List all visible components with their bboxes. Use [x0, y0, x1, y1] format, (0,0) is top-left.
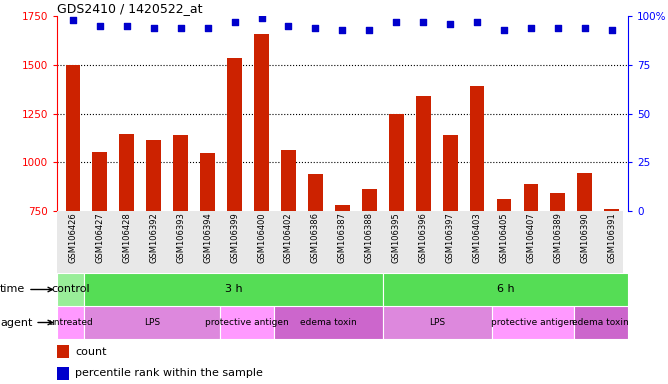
Point: [176, 25, 186, 31]
Bar: [200, 154, 215, 211]
Text: GSM106393: GSM106393: [176, 212, 185, 263]
Text: untreated: untreated: [48, 318, 93, 327]
Point: [498, 26, 509, 33]
Bar: [65, 65, 80, 211]
Text: GSM106403: GSM106403: [472, 212, 482, 263]
Text: GSM106426: GSM106426: [68, 212, 77, 263]
Point: [229, 19, 240, 25]
Bar: [496, 199, 512, 211]
Bar: [389, 114, 403, 211]
Point: [122, 23, 132, 29]
Text: LPS: LPS: [144, 318, 160, 327]
Bar: [220, 306, 275, 339]
Text: edema toxin: edema toxin: [301, 318, 357, 327]
Text: LPS: LPS: [430, 318, 446, 327]
Point: [552, 25, 563, 31]
Point: [67, 17, 78, 23]
Text: GSM106387: GSM106387: [338, 212, 347, 263]
Point: [445, 21, 456, 27]
Text: edema toxin: edema toxin: [572, 318, 629, 327]
Text: GSM106391: GSM106391: [607, 212, 617, 263]
Bar: [84, 273, 383, 306]
Point: [364, 26, 375, 33]
Bar: [443, 135, 458, 211]
Text: GSM106396: GSM106396: [419, 212, 428, 263]
Point: [95, 23, 106, 29]
Text: GSM106390: GSM106390: [580, 212, 589, 263]
Text: GSM106428: GSM106428: [122, 212, 132, 263]
Text: control: control: [51, 285, 90, 295]
Text: GSM106388: GSM106388: [365, 212, 374, 263]
Bar: [335, 205, 350, 211]
Text: count: count: [75, 347, 107, 357]
Bar: [57, 306, 84, 339]
Bar: [173, 135, 188, 211]
Text: GDS2410 / 1420522_at: GDS2410 / 1420522_at: [57, 2, 202, 15]
Text: 6 h: 6 h: [497, 285, 514, 295]
Text: GSM106407: GSM106407: [526, 212, 536, 263]
Text: GSM106397: GSM106397: [446, 212, 455, 263]
Text: GSM106386: GSM106386: [311, 212, 320, 263]
Bar: [362, 189, 377, 211]
Bar: [84, 306, 220, 339]
Bar: [415, 96, 431, 211]
Point: [526, 25, 536, 31]
Bar: [275, 306, 383, 339]
Bar: [227, 58, 242, 211]
Text: GSM106394: GSM106394: [203, 212, 212, 263]
Point: [472, 19, 482, 25]
Text: GSM106392: GSM106392: [149, 212, 158, 263]
Bar: [524, 184, 538, 211]
Text: 3 h: 3 h: [224, 285, 242, 295]
Text: GSM106402: GSM106402: [284, 212, 293, 263]
Bar: [254, 33, 269, 211]
Bar: [383, 306, 492, 339]
Point: [257, 15, 267, 21]
Bar: [383, 273, 628, 306]
Bar: [550, 194, 565, 211]
Text: GSM106399: GSM106399: [230, 212, 239, 263]
Point: [607, 26, 617, 33]
Bar: [57, 273, 84, 306]
Point: [202, 25, 213, 31]
Point: [391, 19, 401, 25]
Bar: [470, 86, 484, 211]
Point: [579, 25, 590, 31]
Bar: [281, 150, 296, 211]
Text: agent: agent: [0, 318, 53, 328]
Bar: [92, 152, 108, 211]
Bar: [57, 345, 69, 358]
Bar: [605, 209, 619, 211]
Text: protective antigen: protective antigen: [205, 318, 289, 327]
Text: GSM106405: GSM106405: [500, 212, 508, 263]
Bar: [146, 140, 161, 211]
Point: [337, 26, 347, 33]
Text: percentile rank within the sample: percentile rank within the sample: [75, 368, 263, 378]
Bar: [492, 306, 574, 339]
Point: [148, 25, 159, 31]
Bar: [574, 306, 628, 339]
Text: GSM106427: GSM106427: [96, 212, 104, 263]
Text: GSM106400: GSM106400: [257, 212, 266, 263]
Bar: [120, 134, 134, 211]
Point: [418, 19, 428, 25]
Bar: [57, 367, 69, 379]
Text: GSM106395: GSM106395: [391, 212, 401, 263]
Point: [310, 25, 321, 31]
Text: protective antigen: protective antigen: [491, 318, 574, 327]
Bar: [577, 173, 593, 211]
Text: GSM106389: GSM106389: [553, 212, 562, 263]
Point: [283, 23, 294, 29]
Bar: [308, 174, 323, 211]
Text: time: time: [0, 285, 53, 295]
